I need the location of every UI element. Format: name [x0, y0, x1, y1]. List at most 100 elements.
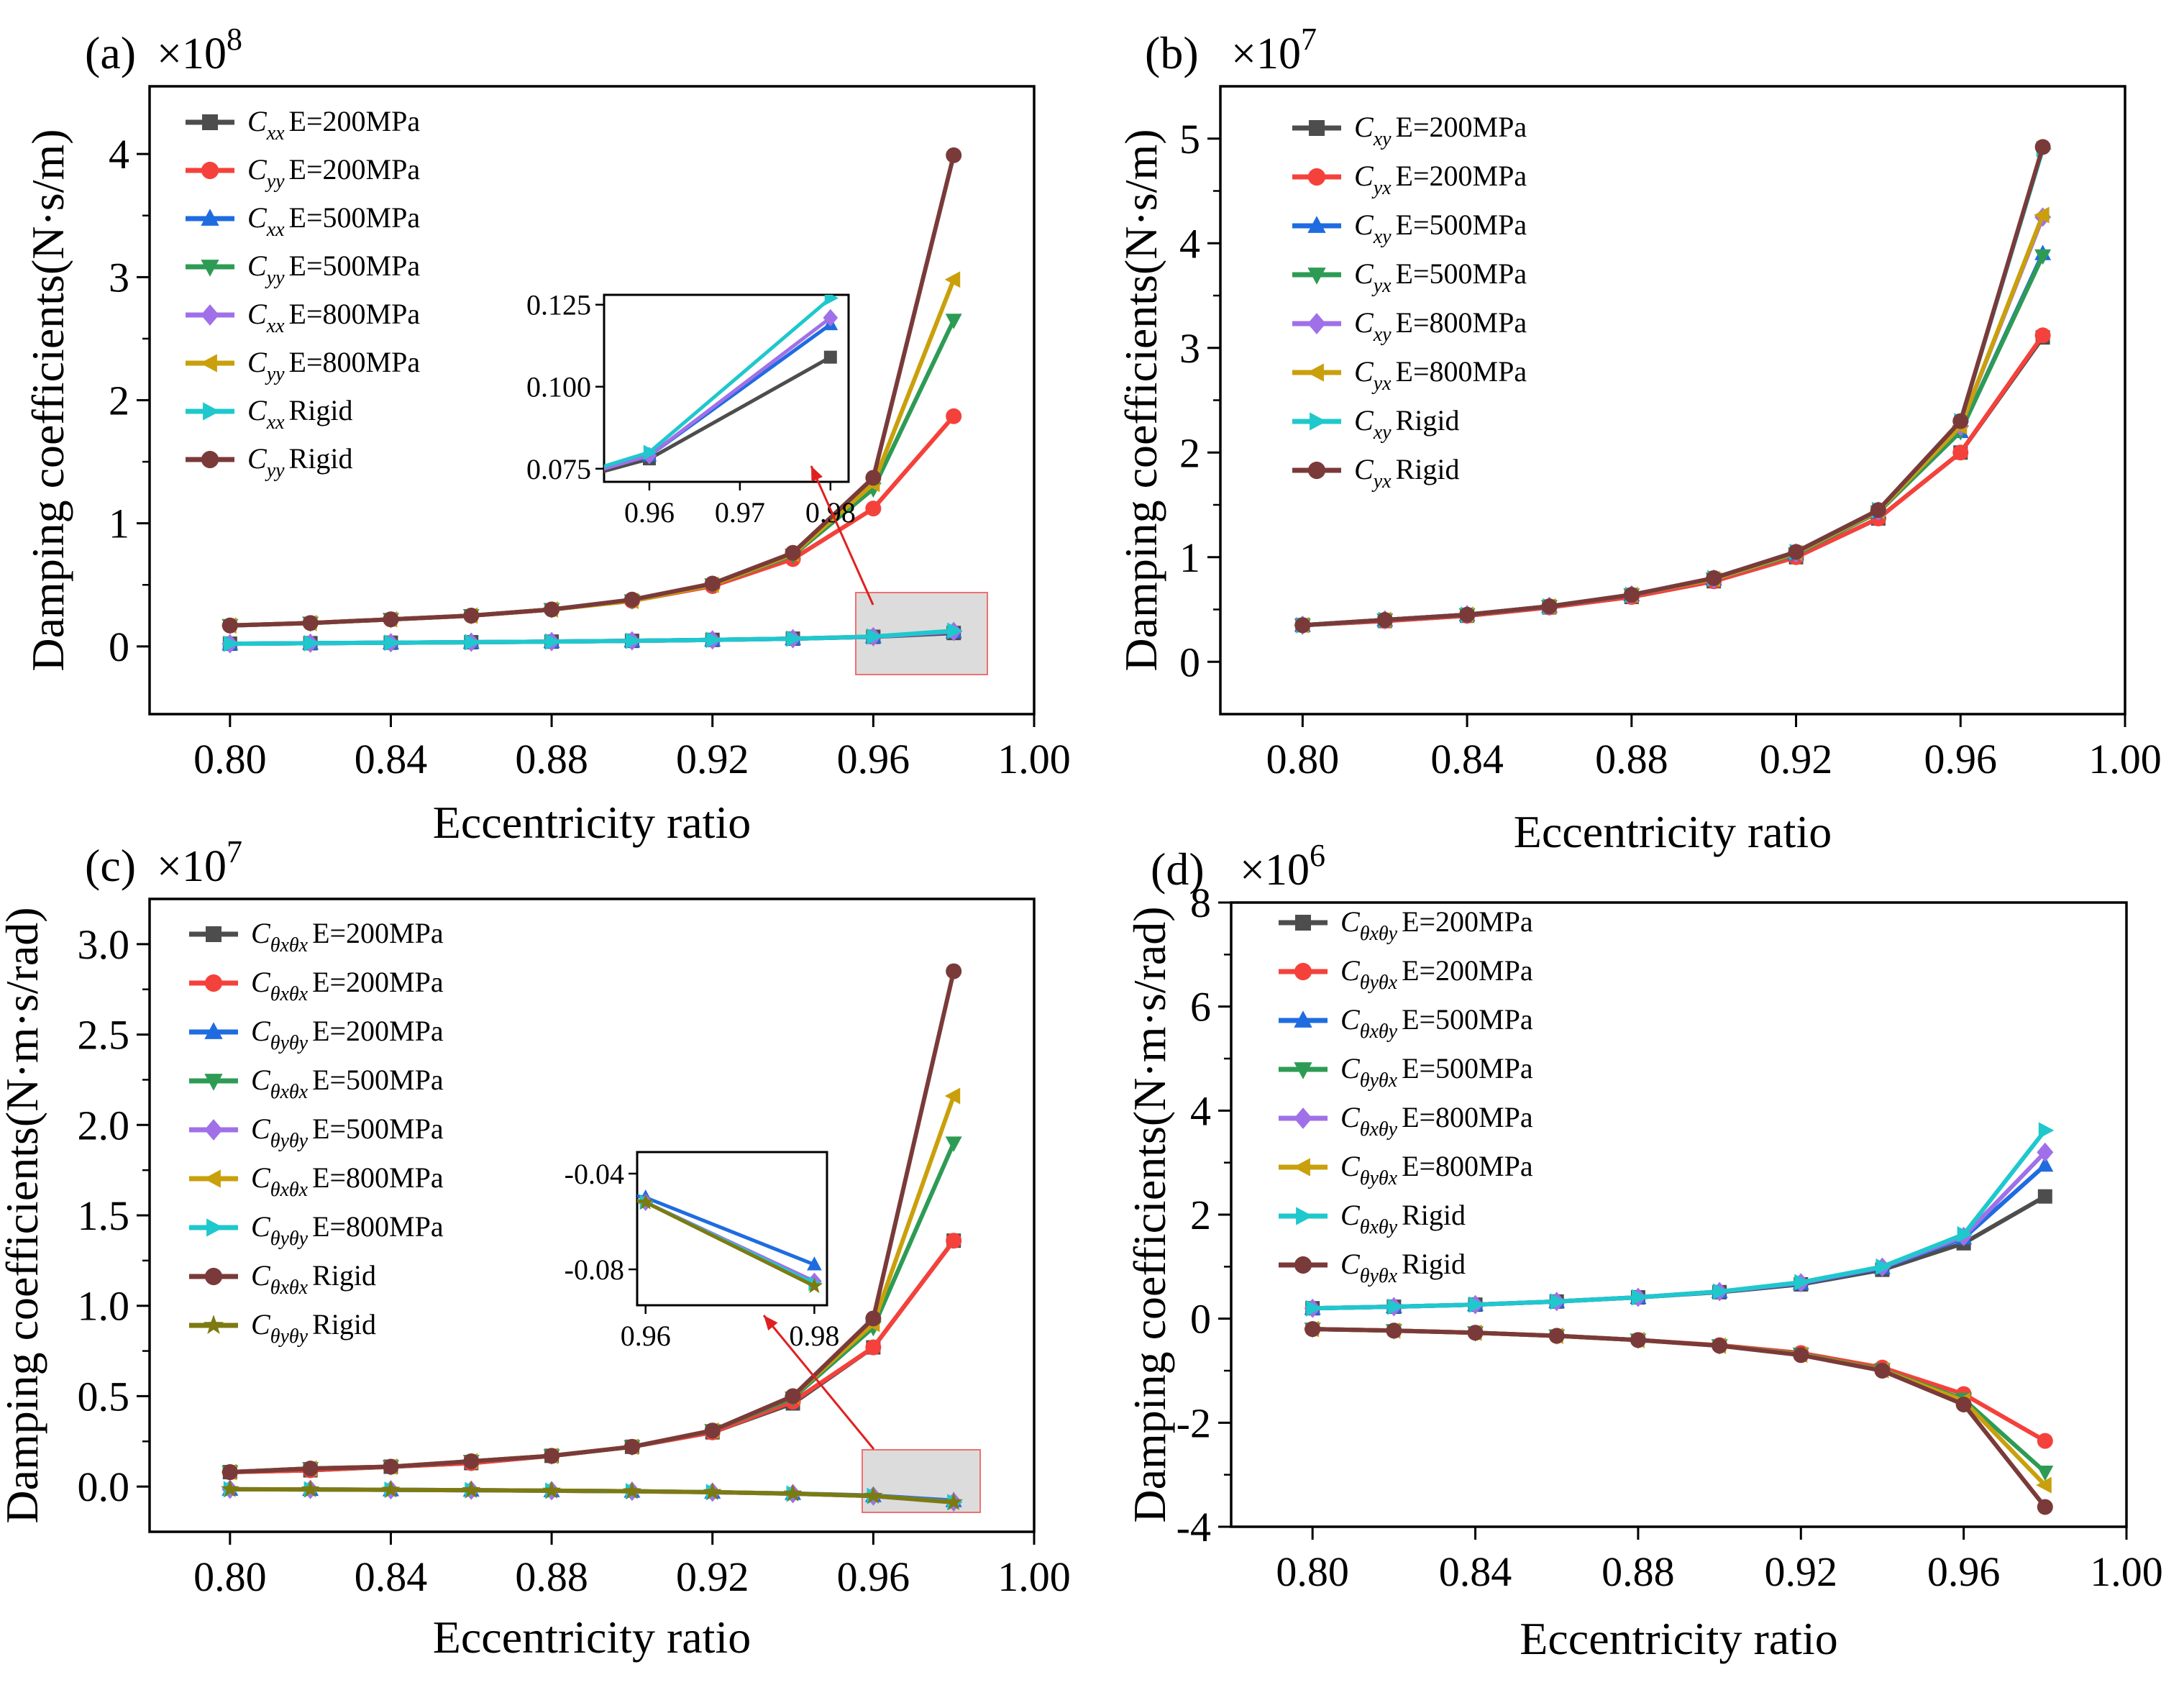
series-line — [229, 629, 954, 647]
y-tick-label: 2 — [109, 378, 129, 424]
data-point — [2038, 1122, 2055, 1139]
legend-label: Cxx E=800MPa — [247, 298, 420, 337]
legend-entry: Cθxθx Rigid — [189, 1259, 376, 1299]
legend-marker — [1307, 168, 1326, 186]
inset-data-point — [823, 309, 839, 327]
data-point — [1631, 1289, 1648, 1306]
inset-data-point — [471, 1164, 485, 1179]
legend-label: Cyx Rigid — [1354, 453, 1459, 493]
data-point — [221, 1464, 238, 1481]
legend-label: Cxy E=500MPa — [1354, 209, 1527, 248]
x-tick-label: 0.80 — [1276, 1548, 1349, 1595]
zoom-arrow-head — [764, 1315, 778, 1331]
legend-marker — [201, 304, 219, 326]
data-point — [1793, 1347, 1809, 1364]
inset-frame — [636, 1151, 828, 1307]
data-point — [623, 1481, 641, 1499]
y-tick-label: 2 — [1179, 429, 1200, 476]
x-tick-label: 1.00 — [2090, 1548, 2163, 1595]
legend-entry: Cθyθx E=500MPa — [1279, 1052, 1533, 1092]
legend-entry: Cθyθy E=500MPa — [189, 1113, 444, 1152]
axis-multiplier: ×108 — [157, 22, 242, 78]
panel-label: (c) — [85, 840, 136, 891]
data-point — [1875, 1258, 1891, 1275]
data-point — [220, 1479, 239, 1497]
x-tick-label: 0.88 — [515, 736, 588, 782]
data-point — [1386, 1323, 1402, 1339]
y-tick-label: 4 — [1190, 1087, 1211, 1134]
x-tick-label: 0.96 — [837, 736, 910, 782]
data-point — [704, 575, 721, 592]
legend-entry: Cyy E=200MPa — [186, 153, 420, 193]
data-point — [1794, 1274, 1810, 1291]
data-point — [303, 634, 320, 652]
data-point — [2034, 206, 2050, 224]
legend-label: Cyx E=500MPa — [1354, 257, 1527, 297]
legend-marker — [204, 1074, 223, 1091]
legend-marker — [1294, 1107, 1312, 1129]
axis-multiplier: ×106 — [1240, 838, 1325, 895]
data-point — [1459, 606, 1476, 623]
legend-marker — [1294, 962, 1312, 981]
series-line — [1312, 1327, 2047, 1487]
y-tick-label: 1.0 — [78, 1283, 130, 1330]
data-point — [1706, 570, 1722, 586]
inset-data-point — [280, 532, 295, 549]
legend-entry: Cyx E=200MPa — [1292, 160, 1527, 199]
legend-entry: Cyy E=800MPa — [186, 346, 420, 385]
legend-marker — [201, 450, 219, 469]
data-point — [1550, 1293, 1566, 1310]
legend-entry: Cθxθx E=200MPa — [189, 966, 444, 1005]
y-tick-label: 3 — [1179, 325, 1200, 372]
legend-label: Cθyθx E=800MPa — [1340, 1150, 1533, 1189]
zoom-arrow-head — [811, 466, 823, 482]
inset-data-point — [100, 559, 114, 575]
data-point — [867, 628, 882, 645]
data-point — [301, 1479, 320, 1498]
inset-x-tick-label: 0.96 — [624, 496, 675, 529]
legend-label: Cθyθy E=200MPa — [251, 1015, 444, 1054]
legend-label: Cθyθx E=200MPa — [1340, 954, 1533, 994]
data-point — [302, 1461, 319, 1476]
y-tick-label: 3 — [109, 254, 129, 301]
legend-entry: Cθyθx Rigid — [1279, 1248, 1466, 1287]
data-point — [1548, 1328, 1565, 1344]
series-line — [229, 1486, 954, 1505]
y-tick-label: 0 — [1179, 639, 1200, 685]
data-point — [944, 1087, 961, 1105]
inset-data-point — [807, 1256, 822, 1271]
legend-entry: Cθyθy E=200MPa — [189, 1015, 444, 1054]
inset-data-point — [470, 1161, 485, 1174]
data-point — [946, 963, 962, 979]
legend-marker — [204, 1022, 223, 1039]
y-tick-label: 2.5 — [78, 1012, 130, 1059]
legend-label: Cθyθy Rigid — [251, 1308, 376, 1348]
series-2 — [1294, 245, 2052, 632]
x-tick-label: 0.84 — [355, 736, 428, 782]
legend-entry: Cθxθy E=500MPa — [1279, 1003, 1533, 1043]
zoom-arrow — [762, 1315, 875, 1450]
data-point — [1623, 587, 1640, 603]
x-tick-label: 0.88 — [515, 1553, 588, 1600]
legend-label: Cθxθy E=500MPa — [1340, 1003, 1533, 1043]
data-point — [221, 617, 238, 634]
x-axis-label: Eccentricity ratio — [433, 797, 751, 848]
legend-marker — [1307, 461, 1326, 480]
legend-label: Cxx E=500MPa — [247, 201, 420, 241]
data-point — [864, 1486, 883, 1504]
legend-marker — [1307, 268, 1326, 285]
data-point — [785, 544, 801, 561]
y-tick-label: 8 — [1190, 880, 1211, 926]
legend-label: Cθxθx Rigid — [251, 1259, 376, 1299]
legend-marker — [203, 402, 220, 421]
legend-marker — [1310, 412, 1327, 431]
panel-label: (d) — [1151, 844, 1205, 895]
x-axis-label: Eccentricity ratio — [1520, 1613, 1837, 1664]
x-tick-label: 0.84 — [355, 1553, 428, 1600]
y-tick-label: 1.5 — [78, 1192, 130, 1239]
legend-marker — [1309, 120, 1325, 136]
data-point — [1952, 444, 1969, 461]
y-tick-label: 1 — [1179, 534, 1200, 581]
data-point — [2037, 1433, 2053, 1449]
